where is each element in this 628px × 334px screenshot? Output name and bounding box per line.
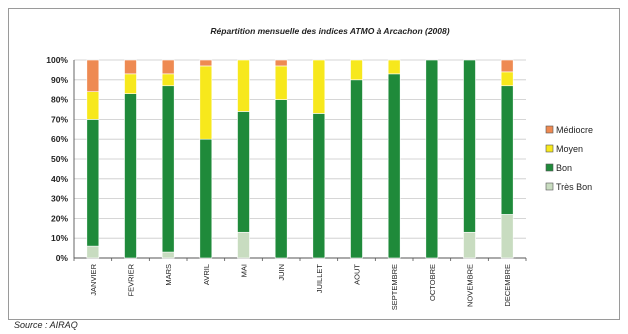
bar-segment xyxy=(274,59,288,67)
bar-segment xyxy=(199,59,213,67)
y-tick-label: 0% xyxy=(56,253,69,263)
bar-segment xyxy=(237,111,250,233)
y-tick-label: 70% xyxy=(51,114,68,124)
legend-label: Moyen xyxy=(556,144,583,154)
legend-swatch xyxy=(545,125,554,134)
y-tick-label: 100% xyxy=(46,55,68,65)
x-tick-label: AVRIL xyxy=(202,264,211,285)
axis-layer: 0% 10% 20% 30% 40% 50% 60% 70% 80% 90% 100% xyxy=(46,55,527,263)
bar-segment xyxy=(161,73,175,87)
bar-segment xyxy=(387,73,401,259)
chart-title: Répartition mensuelle des indices ATMO à… xyxy=(210,26,449,36)
x-tick-label: JUILLET xyxy=(315,264,324,294)
y-tick-label: 10% xyxy=(51,233,68,243)
bar-segment xyxy=(161,85,175,253)
bar-segment xyxy=(350,79,363,259)
bar-segment xyxy=(387,59,401,75)
x-tick-label: MAI xyxy=(240,264,249,277)
bar-segment xyxy=(161,251,175,259)
bar-segment xyxy=(500,85,514,215)
legend-label: Médiocre xyxy=(556,125,593,135)
bar-segment xyxy=(237,231,250,259)
bar-segment xyxy=(199,138,213,259)
bars-layer xyxy=(86,59,514,259)
bar-segment xyxy=(425,59,439,259)
x-tick-labels: JANVIER FEVRIER MARS AVRIL MAI JUIN JUILLET AOU… xyxy=(89,263,512,310)
legend-swatch xyxy=(545,144,554,153)
bar-segment xyxy=(463,59,476,233)
bar-segment xyxy=(500,214,514,259)
x-tick-label: MARS xyxy=(164,264,173,286)
bar-segment xyxy=(124,93,137,259)
bar-segment xyxy=(312,59,326,114)
bar-segment xyxy=(86,245,100,259)
y-tick-label: 90% xyxy=(51,75,68,85)
legend-label: Bon xyxy=(556,163,572,173)
grid-layer xyxy=(74,59,526,259)
bar-segment xyxy=(86,91,100,120)
x-tick-label: FEVRIER xyxy=(127,263,136,296)
x-tick-label: DECEMBRE xyxy=(503,264,512,307)
bar-segment xyxy=(463,231,476,259)
legend-swatch xyxy=(545,163,554,172)
bar-segment xyxy=(86,119,100,247)
bar-segment xyxy=(86,59,100,92)
source-note: Source : AIRAQ xyxy=(14,320,78,330)
legend: Médiocre Moyen Bon Très Bon xyxy=(545,125,593,192)
bar-segment xyxy=(274,99,288,259)
y-tick-label: 60% xyxy=(51,134,68,144)
bar-segment xyxy=(312,113,326,259)
legend-label: Très Bon xyxy=(556,182,592,192)
x-tick-label: SEPTEMBRE xyxy=(390,264,399,310)
x-tick-label: JANVIER xyxy=(89,263,98,295)
bar-segment xyxy=(161,59,175,75)
bar-segment xyxy=(124,59,137,75)
y-tick-label: 30% xyxy=(51,194,68,204)
legend-swatch xyxy=(545,182,554,191)
y-tick-label: 80% xyxy=(51,95,68,105)
bar-segment xyxy=(274,65,288,100)
x-tick-label: AOUT xyxy=(353,264,362,285)
bar-segment xyxy=(350,59,363,81)
x-tick-label: OCTOBRE xyxy=(428,264,437,301)
x-tick-label: NOVEMBRE xyxy=(466,264,475,307)
bar-segment xyxy=(237,59,250,112)
bar-segment xyxy=(500,71,514,87)
x-tick-label: JUIN xyxy=(277,264,286,281)
bar-segment xyxy=(500,59,514,73)
y-tick-label: 40% xyxy=(51,174,68,184)
bar-segment xyxy=(199,65,213,140)
y-tick-label: 20% xyxy=(51,213,68,223)
bar-segment xyxy=(124,73,137,94)
y-tick-label: 50% xyxy=(51,154,68,164)
